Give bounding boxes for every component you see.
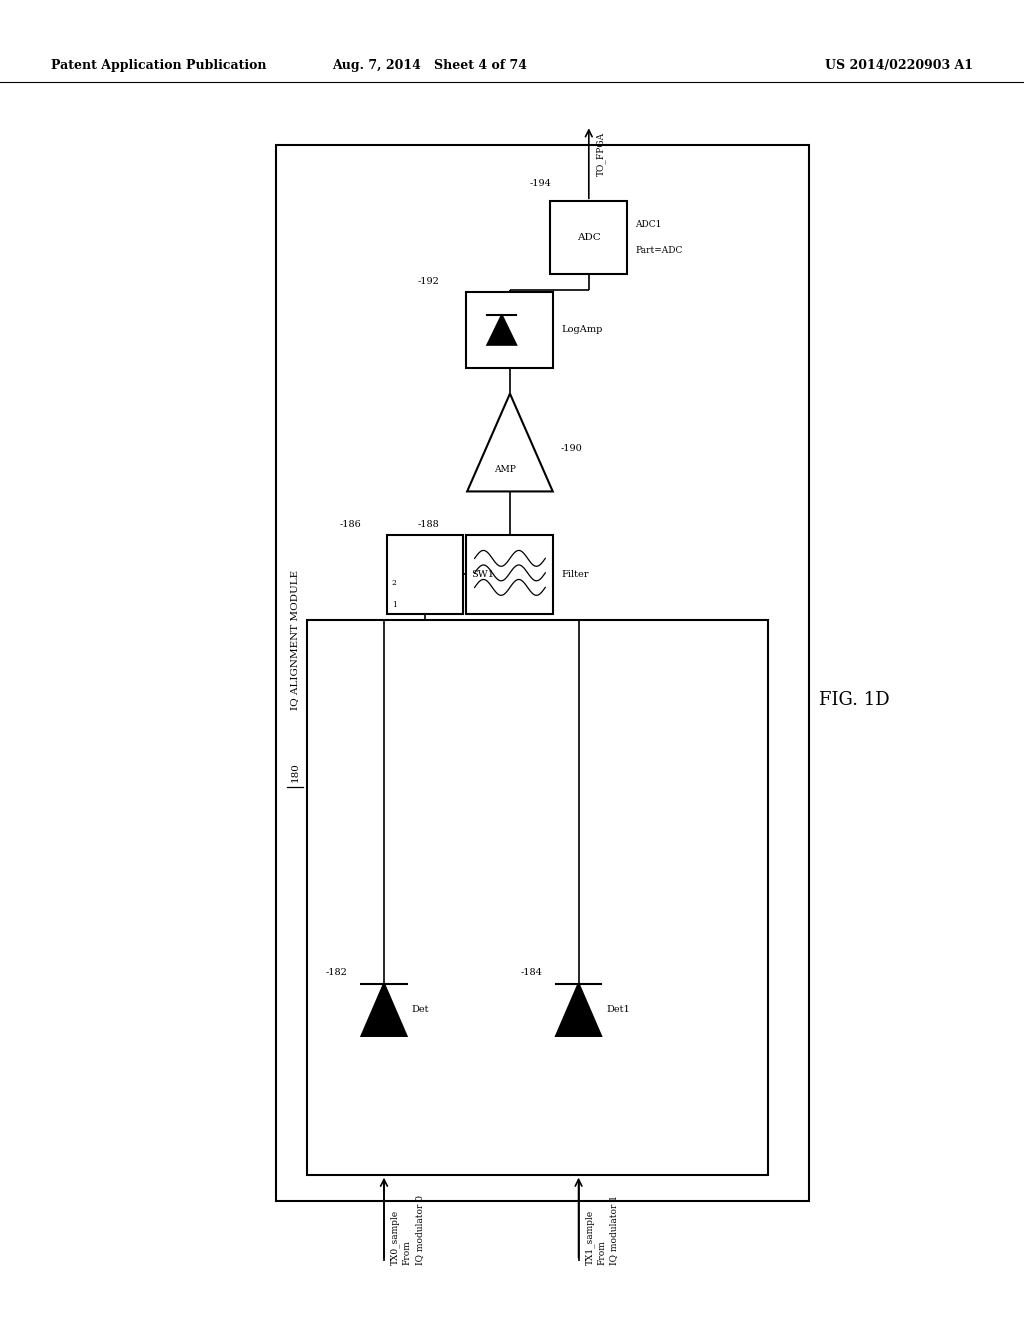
Text: Filter: Filter — [561, 570, 589, 578]
Text: Aug. 7, 2014   Sheet 4 of 74: Aug. 7, 2014 Sheet 4 of 74 — [333, 59, 527, 73]
Bar — [307, 620, 768, 1175]
Polygon shape — [361, 983, 407, 1036]
Text: IQ modulator 1: IQ modulator 1 — [609, 1195, 618, 1265]
Polygon shape — [487, 315, 516, 345]
Text: LogAmp: LogAmp — [561, 326, 603, 334]
Bar — [467, 292, 553, 368]
Text: Part=ADC: Part=ADC — [635, 247, 683, 255]
Text: -186: -186 — [340, 520, 361, 529]
Text: IQ ALIGNMENT MODULE: IQ ALIGNMENT MODULE — [291, 570, 299, 710]
Text: Det: Det — [412, 1006, 429, 1014]
Text: Patent Application Publication: Patent Application Publication — [51, 59, 266, 73]
Text: 1: 1 — [391, 601, 396, 609]
Text: From: From — [597, 1239, 606, 1265]
Text: -184: -184 — [520, 969, 542, 977]
Text: -182: -182 — [326, 969, 347, 977]
Text: IQ modulator 0: IQ modulator 0 — [415, 1195, 424, 1265]
Text: -194: -194 — [530, 180, 552, 189]
Text: US 2014/0220903 A1: US 2014/0220903 A1 — [824, 59, 973, 73]
Bar — [276, 145, 809, 1201]
Text: -188: -188 — [418, 520, 439, 529]
Bar — [467, 535, 553, 614]
Text: FIG. 1D: FIG. 1D — [819, 690, 890, 709]
Text: ADC1: ADC1 — [635, 220, 662, 228]
Text: AMP: AMP — [494, 466, 516, 474]
Text: TX0_sample: TX0_sample — [390, 1209, 399, 1265]
Text: -192: -192 — [418, 277, 439, 286]
Text: SW1: SW1 — [471, 570, 495, 578]
Bar — [551, 201, 627, 275]
Polygon shape — [556, 983, 601, 1036]
Text: TX1_sample: TX1_sample — [585, 1209, 594, 1265]
Text: Det1: Det1 — [606, 1006, 630, 1014]
Bar — [387, 535, 463, 614]
Text: From: From — [402, 1239, 412, 1265]
Text: 2: 2 — [391, 579, 396, 587]
Polygon shape — [467, 393, 553, 491]
Text: -190: -190 — [561, 445, 583, 453]
Text: 180: 180 — [291, 762, 299, 783]
Text: TO_FPGA: TO_FPGA — [596, 132, 605, 176]
Text: ADC: ADC — [577, 234, 601, 242]
